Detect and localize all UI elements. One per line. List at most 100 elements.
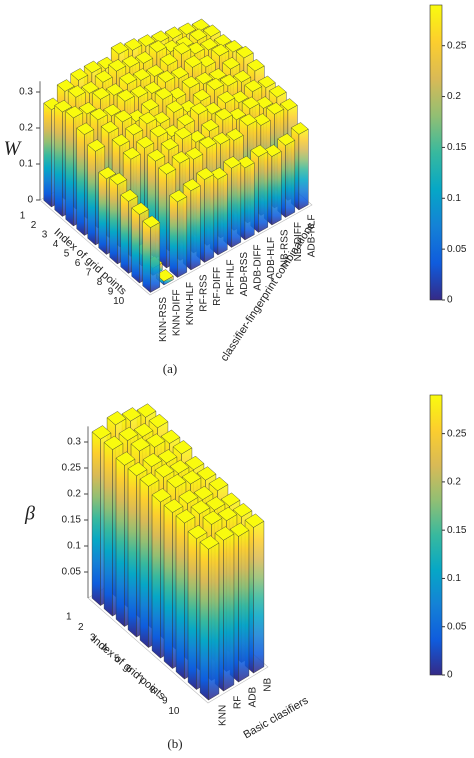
bar-top: [191, 18, 210, 32]
bar-top: [54, 99, 73, 113]
bar-top: [217, 506, 238, 522]
x-tick-label: 2: [78, 622, 84, 633]
bar-top: [224, 40, 243, 53]
bar-top: [124, 38, 143, 51]
bar-top: [154, 463, 175, 478]
z-tick-label: 0: [27, 195, 33, 206]
x-tick-label: 7: [138, 674, 144, 685]
bar-top: [169, 189, 188, 203]
bar-top: [130, 85, 149, 98]
bar-top: [184, 455, 205, 471]
bar-top: [266, 102, 285, 115]
bar-top: [175, 509, 196, 524]
bar-top: [92, 87, 111, 100]
x-tick-label: 2: [31, 220, 37, 231]
bar-top: [200, 38, 219, 51]
bar-top: [158, 162, 177, 175]
y-tick-label: RF-DIFF: [212, 267, 223, 306]
bar: [199, 535, 220, 701]
bar-top: [137, 34, 156, 47]
bar-top: [184, 55, 203, 68]
x-tick-label: 9: [108, 287, 114, 298]
colorbar-tick-label: 0.25: [447, 428, 467, 439]
bar-face: [258, 151, 269, 233]
bar-top: [187, 524, 208, 540]
bar-top: [136, 136, 155, 149]
bar-top: [213, 34, 232, 47]
bar-top: [170, 66, 189, 79]
bar-top: [208, 476, 229, 492]
bar-top: [190, 102, 209, 115]
bar-top: [182, 178, 201, 191]
bar-top: [169, 459, 190, 474]
bar-face: [127, 468, 137, 638]
colorbar: [429, 394, 443, 676]
x-tick-label: 8: [150, 685, 156, 696]
colorbar-tick-label: 0.05: [447, 621, 467, 632]
bar-top: [171, 151, 190, 164]
bar-top: [168, 87, 187, 100]
y-tick-label: NB-DIFF: [293, 222, 304, 261]
bar-face: [199, 541, 209, 701]
y-tick-label: NB: [262, 677, 273, 691]
bar-top: [203, 102, 222, 115]
bar-face: [208, 542, 220, 701]
bar-top: [223, 156, 242, 169]
colorbar-tick-label: 0.25: [447, 40, 467, 51]
bar-top: [131, 202, 150, 215]
bar-top: [244, 79, 263, 92]
bar-top: [181, 75, 200, 89]
bar-face: [177, 196, 188, 278]
bar-top: [208, 68, 227, 81]
z-tick-label: 0.15: [62, 515, 82, 526]
bar-top: [120, 189, 139, 202]
bar-top: [121, 407, 142, 422]
bar-top: [125, 122, 144, 136]
bar-face: [204, 174, 215, 263]
bar-top: [103, 435, 124, 450]
bar-top: [233, 70, 252, 83]
bar-face: [43, 102, 52, 208]
bar-face: [169, 194, 178, 278]
y-tick-label: ADB-RSS: [239, 252, 250, 297]
caption: (b): [167, 736, 182, 751]
bar-top: [127, 461, 148, 477]
bar-top: [103, 103, 122, 117]
bar-face: [103, 441, 113, 617]
bar-top: [228, 107, 247, 121]
bar-top: [83, 60, 102, 74]
bar-top: [65, 105, 84, 119]
bar-top: [160, 429, 181, 444]
bar-top: [205, 496, 226, 511]
bar-top: [196, 167, 215, 180]
bar-top: [196, 466, 217, 481]
z-axis-label: W: [4, 138, 23, 160]
bar-top: [199, 535, 220, 550]
bar-top: [91, 425, 112, 440]
y-tick-label: KNN-HLF: [185, 282, 196, 325]
colorbar-tick-label: 0: [447, 670, 453, 681]
bar-face: [151, 494, 161, 659]
bar-top: [87, 139, 106, 152]
bar-top: [214, 526, 235, 541]
bar-top: [190, 500, 211, 515]
caption: (a): [163, 361, 177, 376]
colorbar-tick-label: 0.15: [447, 525, 467, 536]
bar-top: [222, 57, 241, 70]
z-tick-label: 0.2: [19, 123, 33, 134]
bar-face: [109, 177, 118, 265]
bar-top: [149, 124, 168, 138]
bar-top: [189, 28, 208, 41]
bar-top: [187, 130, 206, 143]
bar-top: [239, 113, 258, 126]
bar-top: [230, 90, 249, 104]
colorbar: [429, 4, 443, 301]
bar-top: [146, 64, 165, 77]
bar-top: [155, 269, 174, 282]
bar-top: [115, 451, 136, 466]
bar-top: [138, 111, 157, 125]
bar-face: [115, 457, 125, 628]
bar-top: [109, 172, 128, 185]
bar-top: [217, 91, 236, 104]
y-tick-label: NB-RSS: [279, 229, 290, 267]
